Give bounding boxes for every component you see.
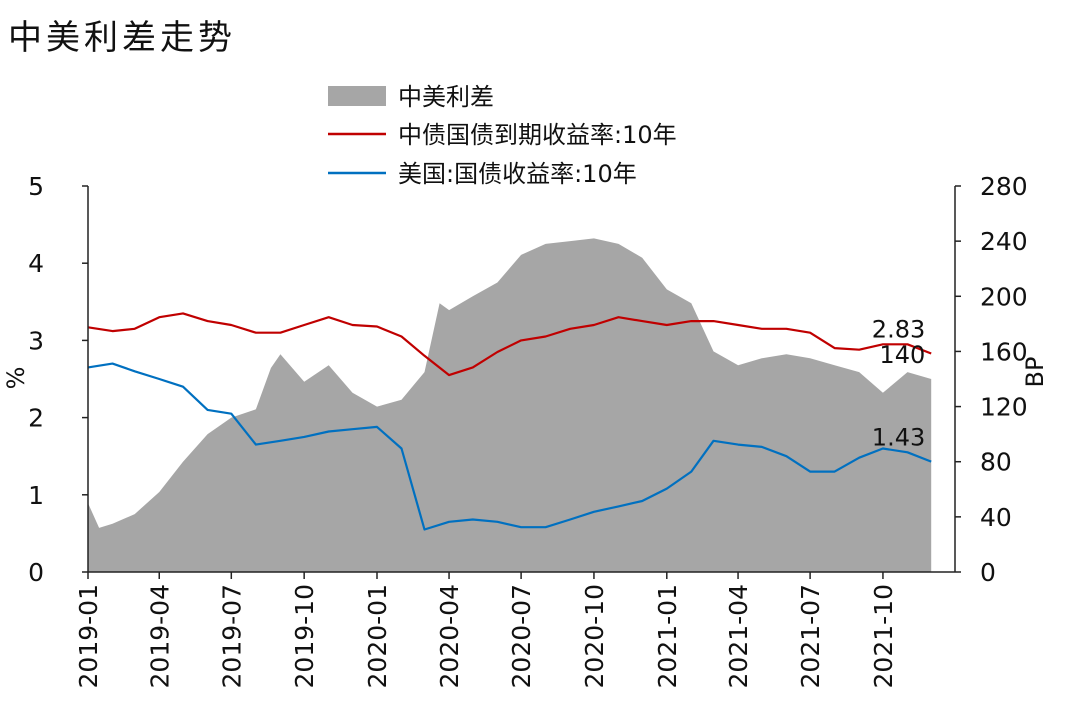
legend-label-2: 美国:国债收益率:10年 (398, 160, 637, 188)
right-tick-label: 240 (980, 227, 1028, 256)
right-tick-label: 120 (980, 393, 1028, 422)
left-tick-label: 0 (28, 558, 44, 587)
right-tick-label: 0 (980, 558, 996, 587)
left-tick-label: 4 (28, 249, 44, 278)
x-tick-label: 2019-04 (145, 584, 174, 688)
legend-label-1: 中债国债到期收益率:10年 (398, 121, 677, 149)
legend-label-0: 中美利差 (398, 83, 494, 111)
right-tick-label: 40 (980, 503, 1012, 532)
right-tick-label: 200 (980, 282, 1028, 311)
left-tick-label: 5 (28, 172, 44, 201)
x-tick-label: 2021-07 (796, 584, 825, 688)
right-tick-label: 280 (980, 172, 1028, 201)
left-tick-label: 1 (28, 481, 44, 510)
series-area-spread (88, 238, 932, 572)
series-line-1 (87, 312, 932, 377)
x-tick-label: 2021-10 (869, 584, 898, 688)
left-tick-label: 3 (28, 326, 44, 355)
axis-layer: 0 1 2 3 4 5 0 40 80 120 160 200 240 280% BP 2019-01 2019… (2, 172, 1049, 688)
x-tick-label: 2020-10 (580, 584, 609, 688)
left-tick-label: 2 (28, 404, 44, 433)
x-tick-label: 2020-01 (363, 584, 392, 688)
x-tick-label: 2019-10 (290, 584, 319, 688)
right-tick-label: 160 (980, 337, 1028, 366)
x-tick-label: 2020-07 (507, 584, 536, 688)
x-tick-label: 2019-07 (217, 584, 246, 688)
x-tick-label: 2021-04 (724, 584, 753, 688)
left-axis-label: % (2, 367, 30, 390)
end-label-0: 140 (879, 341, 925, 369)
legend-swatch-0 (328, 86, 386, 106)
right-axis-label: BP (1021, 357, 1049, 388)
line-layer (87, 312, 932, 531)
series-line-2 (87, 362, 932, 531)
end-label-1: 2.83 (872, 316, 925, 344)
end-label-2: 1.43 (872, 424, 925, 452)
x-tick-label: 2019-01 (74, 584, 103, 688)
x-tick-label: 2020-04 (435, 584, 464, 688)
chart-title: 中美利差走势 (8, 18, 236, 58)
area-layer (88, 238, 932, 572)
right-tick-label: 80 (980, 448, 1012, 477)
x-tick-label: 2021-01 (653, 584, 682, 688)
